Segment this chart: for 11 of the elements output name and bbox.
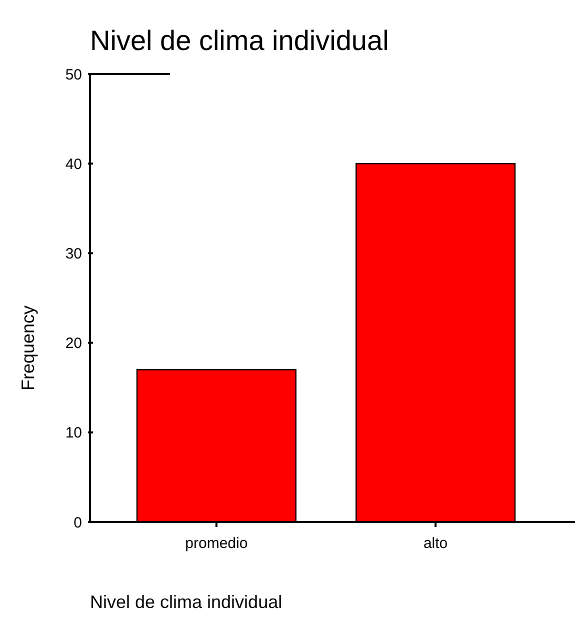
y-tick-label: 40 — [65, 156, 82, 173]
x-axis-title: Nivel de clima individual — [90, 592, 282, 612]
y-tick-label: 10 — [65, 424, 82, 442]
y-tick-label: 30 — [65, 245, 82, 262]
x-tick-label: promedio — [185, 535, 248, 552]
x-tick-label: alto — [423, 535, 448, 552]
y-tick-label: 20 — [65, 335, 82, 352]
chart-title: Nivel de clima individual — [90, 25, 389, 56]
y-axis-title: Frequency — [18, 305, 38, 391]
y-tick-label: 0 — [74, 514, 82, 532]
y-tick-label: 50 — [65, 66, 82, 84]
